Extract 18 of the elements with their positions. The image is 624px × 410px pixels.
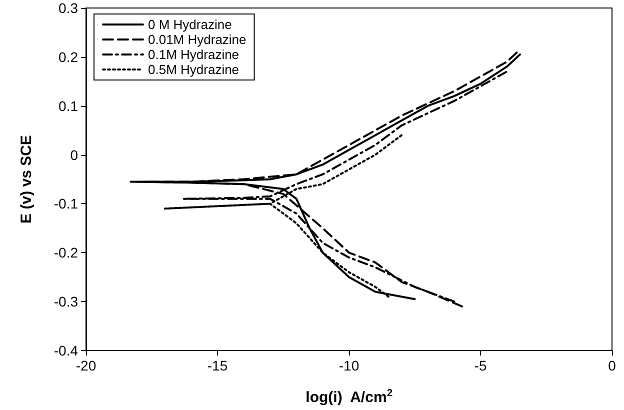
x-tick-label: -10: [338, 358, 360, 374]
x-tick-label: -15: [207, 358, 228, 374]
y-tick-label: -0.2: [54, 244, 78, 261]
legend-label: 0.5M Hydrazine: [148, 62, 240, 77]
y-tick-label: 0.3: [58, 0, 78, 16]
x-tick-label: 0: [608, 358, 616, 374]
y-tick-label: 0.1: [58, 98, 78, 114]
y-tick-label: 0.2: [58, 48, 78, 65]
legend-label: 0 M Hydrazine: [148, 17, 232, 32]
y-tick-label: 0: [70, 146, 78, 163]
y-tick-label: -0.1: [54, 196, 78, 212]
x-tick-label: -5: [474, 358, 487, 374]
legend-label: 0.01M Hydrazine: [148, 32, 246, 47]
y-tick-label: -0.3: [54, 294, 78, 310]
y-axis-title: E (v) vs SCE: [18, 135, 35, 224]
y-tick-label: -0.4: [54, 342, 78, 358]
x-tick-label: -20: [76, 358, 96, 374]
legend-label: 0.1M Hydrazine: [148, 47, 240, 62]
